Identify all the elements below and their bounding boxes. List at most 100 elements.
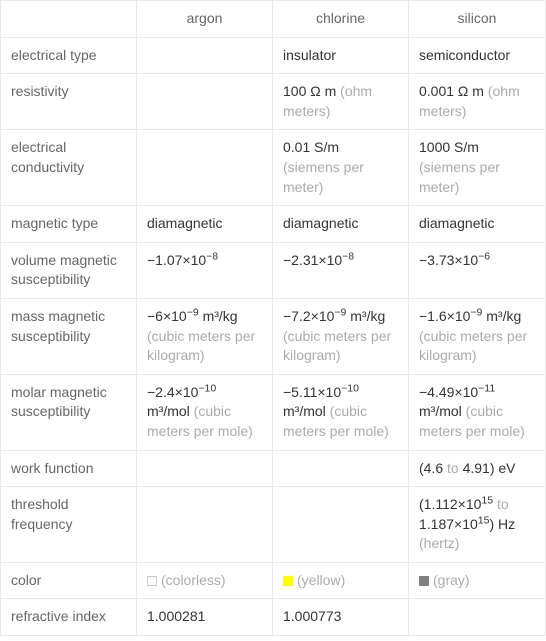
exponent: −9 bbox=[334, 306, 346, 318]
cell-value: 1.000281 bbox=[137, 599, 273, 636]
cell-value bbox=[137, 74, 273, 130]
value-text: 1000 S/m bbox=[419, 139, 479, 155]
color-text: (colorless) bbox=[161, 572, 226, 588]
cell-value: −6×10−9 m³/kg (cubic meters per kilogram… bbox=[137, 298, 273, 374]
cell-value: diamagnetic bbox=[273, 206, 409, 243]
exponent: −6 bbox=[478, 250, 490, 262]
cell-value: 0.01 S/m (siemens per meter) bbox=[273, 130, 409, 206]
cell-value: 100 Ω m (ohm meters) bbox=[273, 74, 409, 130]
cell-value: −1.07×10−8 bbox=[137, 242, 273, 298]
value-text: −4.49×10 bbox=[419, 384, 478, 400]
exponent: 15 bbox=[481, 494, 493, 506]
row-label: work function bbox=[1, 450, 137, 487]
row-label: refractive index bbox=[1, 599, 137, 636]
value-text: m³/mol bbox=[147, 403, 190, 419]
value-text: (1.112×10 bbox=[419, 496, 481, 512]
cell-value: 1000 S/m (siemens per meter) bbox=[409, 130, 546, 206]
row-label: resistivity bbox=[1, 74, 137, 130]
color-text: (gray) bbox=[433, 572, 470, 588]
exponent: −11 bbox=[478, 382, 495, 394]
cell-value bbox=[137, 450, 273, 487]
cell-value: (colorless) bbox=[137, 562, 273, 599]
header-argon: argon bbox=[137, 1, 273, 38]
exponent: −8 bbox=[342, 250, 354, 262]
unit-text: (cubic meters per kilogram) bbox=[283, 328, 391, 364]
cell-value: −4.49×10−11 m³/mol (cubic meters per mol… bbox=[409, 374, 546, 450]
color-swatch-icon bbox=[283, 576, 293, 586]
header-chlorine: chlorine bbox=[273, 1, 409, 38]
table-row: threshold frequency (1.112×1015 to 1.187… bbox=[1, 487, 546, 563]
table-row: refractive index 1.000281 1.000773 bbox=[1, 599, 546, 636]
row-label: mass magnetic susceptibility bbox=[1, 298, 137, 374]
cell-value: 1.000773 bbox=[273, 599, 409, 636]
value-text: m³/kg bbox=[482, 308, 521, 324]
value-text: m³/kg bbox=[346, 308, 385, 324]
row-label: threshold frequency bbox=[1, 487, 137, 563]
cell-value: diamagnetic bbox=[409, 206, 546, 243]
cell-value: diamagnetic bbox=[137, 206, 273, 243]
value-text: 0.001 Ω m bbox=[419, 83, 484, 99]
exponent: −10 bbox=[341, 382, 359, 394]
table-row: electrical conductivity 0.01 S/m (siemen… bbox=[1, 130, 546, 206]
unit-text: to bbox=[493, 496, 509, 512]
table-row: molar magnetic susceptibility −2.4×10−10… bbox=[1, 374, 546, 450]
cell-value bbox=[273, 450, 409, 487]
table-row: resistivity 100 Ω m (ohm meters) 0.001 Ω… bbox=[1, 74, 546, 130]
row-label: molar magnetic susceptibility bbox=[1, 374, 137, 450]
cell-value: −1.6×10−9 m³/kg (cubic meters per kilogr… bbox=[409, 298, 546, 374]
header-row: argon chlorine silicon bbox=[1, 1, 546, 38]
value-text: 1.187×10 bbox=[419, 516, 478, 532]
row-label: electrical type bbox=[1, 37, 137, 74]
cell-value bbox=[137, 130, 273, 206]
value-text: −2.4×10 bbox=[147, 384, 198, 400]
value-text: −3.73×10 bbox=[419, 252, 478, 268]
value-text: −7.2×10 bbox=[283, 308, 334, 324]
cell-value: (4.6 to 4.91) eV bbox=[409, 450, 546, 487]
unit-text: to bbox=[443, 460, 462, 476]
unit-text: (cubic meters per kilogram) bbox=[147, 328, 255, 364]
value-text: −6×10 bbox=[147, 308, 187, 324]
cell-value: (gray) bbox=[409, 562, 546, 599]
exponent: −9 bbox=[470, 306, 482, 318]
cell-value: −3.73×10−6 bbox=[409, 242, 546, 298]
value-text: −1.07×10 bbox=[147, 252, 206, 268]
value-text: m³/kg bbox=[199, 308, 238, 324]
cell-value bbox=[409, 599, 546, 636]
color-swatch-icon bbox=[147, 576, 157, 586]
value-text: 0.01 S/m bbox=[283, 139, 339, 155]
cell-value: 0.001 Ω m (ohm meters) bbox=[409, 74, 546, 130]
row-label: volume magnetic susceptibility bbox=[1, 242, 137, 298]
value-text: m³/mol bbox=[419, 403, 462, 419]
cell-value: (1.112×1015 to 1.187×1015) Hz (hertz) bbox=[409, 487, 546, 563]
cell-value bbox=[273, 487, 409, 563]
cell-value: semiconductor bbox=[409, 37, 546, 74]
color-text: (yellow) bbox=[297, 572, 345, 588]
row-label: magnetic type bbox=[1, 206, 137, 243]
properties-table: argon chlorine silicon electrical type i… bbox=[0, 0, 546, 636]
table-row: electrical type insulator semiconductor bbox=[1, 37, 546, 74]
exponent: −10 bbox=[198, 382, 216, 394]
cell-value: −2.31×10−8 bbox=[273, 242, 409, 298]
table-row: mass magnetic susceptibility −6×10−9 m³/… bbox=[1, 298, 546, 374]
exponent: 15 bbox=[478, 514, 490, 526]
cell-value bbox=[137, 487, 273, 563]
value-text: 100 Ω m bbox=[283, 83, 336, 99]
header-silicon: silicon bbox=[409, 1, 546, 38]
unit-text: (siemens per meter) bbox=[419, 159, 500, 195]
cell-value: −7.2×10−9 m³/kg (cubic meters per kilogr… bbox=[273, 298, 409, 374]
unit-text: (siemens per meter) bbox=[283, 159, 364, 195]
color-swatch-icon bbox=[419, 576, 429, 586]
cell-value bbox=[137, 37, 273, 74]
value-text: −5.11×10 bbox=[283, 384, 341, 400]
table-row: color (colorless) (yellow) (gray) bbox=[1, 562, 546, 599]
value-text: (4.6 bbox=[419, 460, 443, 476]
table-row: work function (4.6 to 4.91) eV bbox=[1, 450, 546, 487]
value-text: −2.31×10 bbox=[283, 252, 342, 268]
value-text: 4.91) eV bbox=[463, 460, 516, 476]
row-label: electrical conductivity bbox=[1, 130, 137, 206]
cell-value: insulator bbox=[273, 37, 409, 74]
value-text: −1.6×10 bbox=[419, 308, 470, 324]
value-text: ) Hz bbox=[489, 516, 515, 532]
cell-value: −2.4×10−10 m³/mol (cubic meters per mole… bbox=[137, 374, 273, 450]
unit-text: (cubic meters per kilogram) bbox=[419, 328, 527, 364]
